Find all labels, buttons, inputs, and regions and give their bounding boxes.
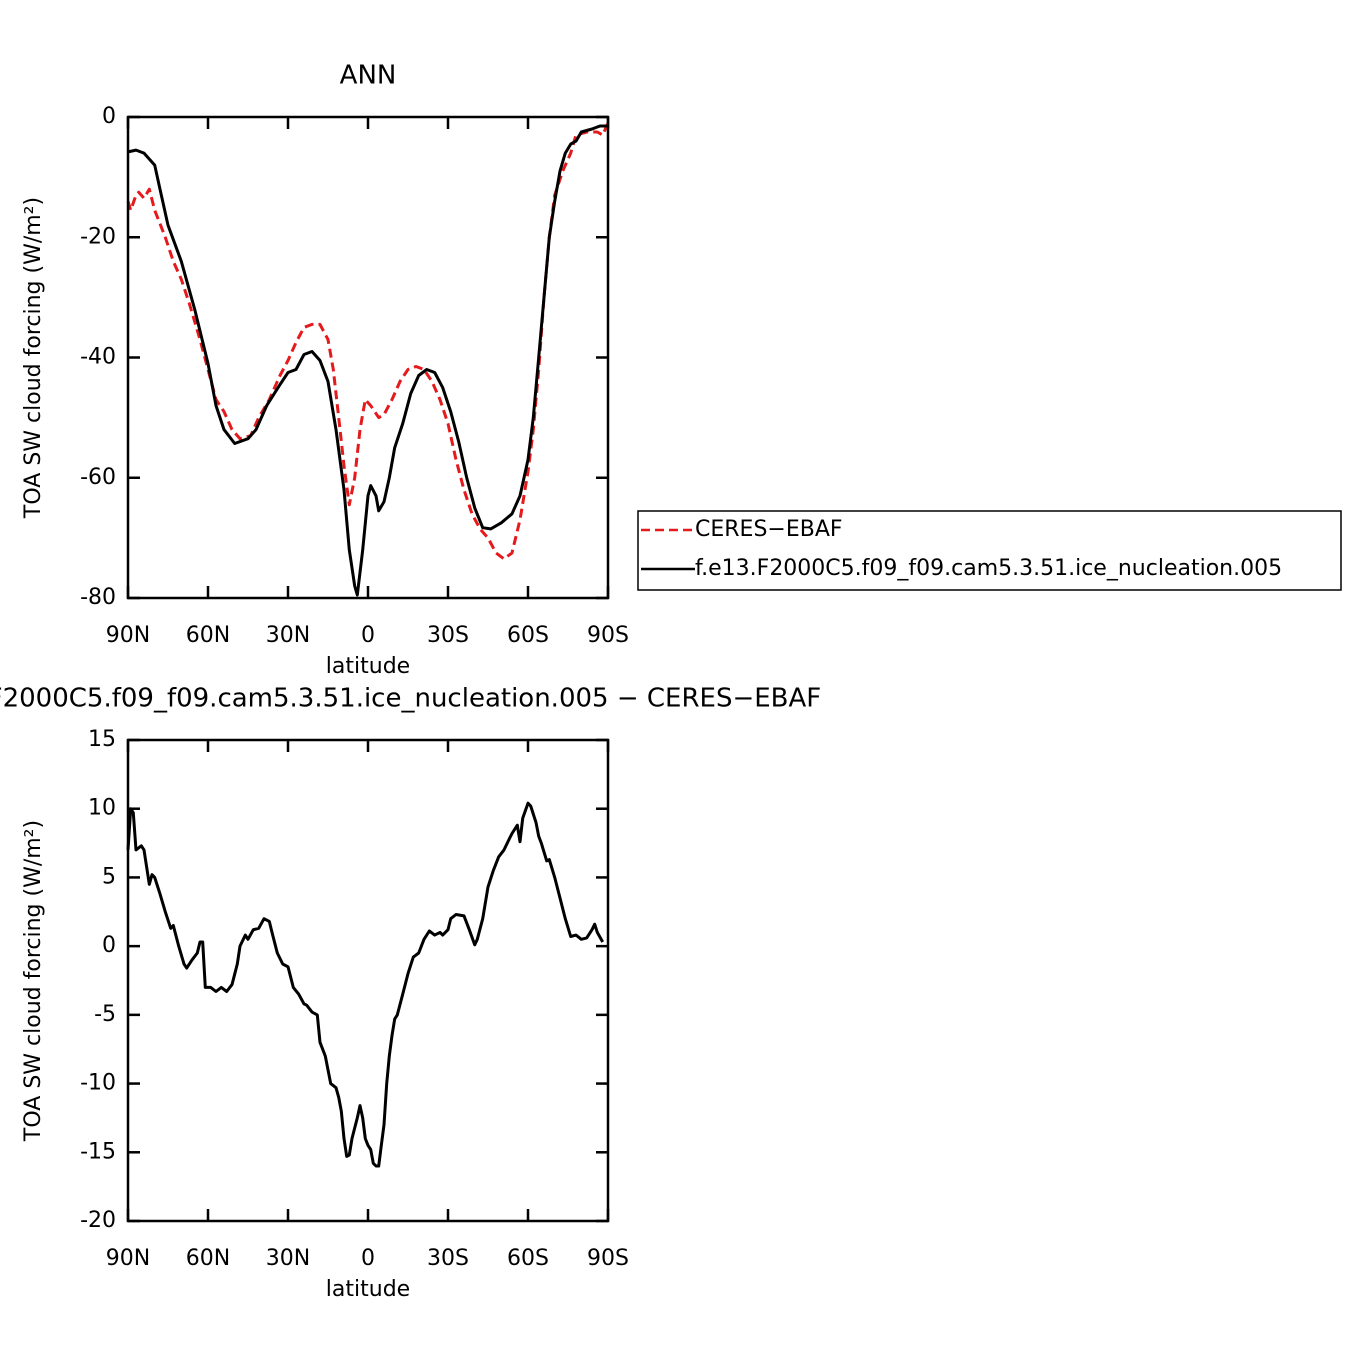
legend-label: CERES−EBAF — [695, 517, 843, 542]
y-axis-label: TOA SW cloud forcing (W/m²) — [21, 820, 46, 1142]
x-tick-label: 30N — [266, 1246, 310, 1271]
x-tick-label: 90S — [587, 623, 629, 648]
y-tick-label: 15 — [88, 727, 116, 752]
x-tick-label: 30S — [427, 1246, 469, 1271]
x-tick-label: 0 — [361, 623, 375, 648]
y-tick-label: -10 — [80, 1071, 116, 1096]
y-tick-label: -5 — [94, 1002, 116, 1027]
plot-frame — [126, 738, 610, 1223]
y-tick-label: 0 — [102, 104, 116, 129]
x-tick-label: 60S — [507, 1246, 549, 1271]
y-axis-label: TOA SW cloud forcing (W/m²) — [21, 197, 46, 519]
x-tick-label: 60N — [186, 623, 230, 648]
x-tick-label: 0 — [361, 1246, 375, 1271]
chart-title: f.e13.F2000C5.f09_f09.cam5.3.51.ice_nucl… — [0, 684, 821, 714]
data-line — [126, 801, 605, 1168]
x-tick-label: 30N — [266, 623, 310, 648]
x-tick-label: 60N — [186, 1246, 230, 1271]
chart-title: ANN — [340, 61, 397, 91]
legend-box — [637, 510, 1342, 591]
x-tick-label: 90N — [106, 623, 150, 648]
y-tick-label: -60 — [80, 465, 116, 490]
legend-label: f.e13.F2000C5.f09_f09.cam5.3.51.ice_nucl… — [695, 556, 1282, 581]
y-tick-label: 0 — [102, 933, 116, 958]
x-axis-label: latitude — [326, 1277, 410, 1302]
x-tick-label: 60S — [507, 623, 549, 648]
plot-frame — [126, 115, 610, 600]
y-tick-label: -15 — [80, 1139, 116, 1164]
x-axis-label: latitude — [326, 654, 410, 679]
data-line — [127, 124, 608, 597]
y-tick-label: 5 — [102, 864, 116, 889]
x-tick-label: 90S — [587, 1246, 629, 1271]
y-tick-label: -20 — [80, 1208, 116, 1233]
y-tick-label: -80 — [80, 585, 116, 610]
y-tick-label: -40 — [80, 345, 116, 370]
x-tick-label: 30S — [427, 623, 469, 648]
x-tick-label: 90N — [106, 1246, 150, 1271]
y-tick-label: -20 — [80, 224, 116, 249]
y-tick-label: 10 — [88, 796, 116, 821]
